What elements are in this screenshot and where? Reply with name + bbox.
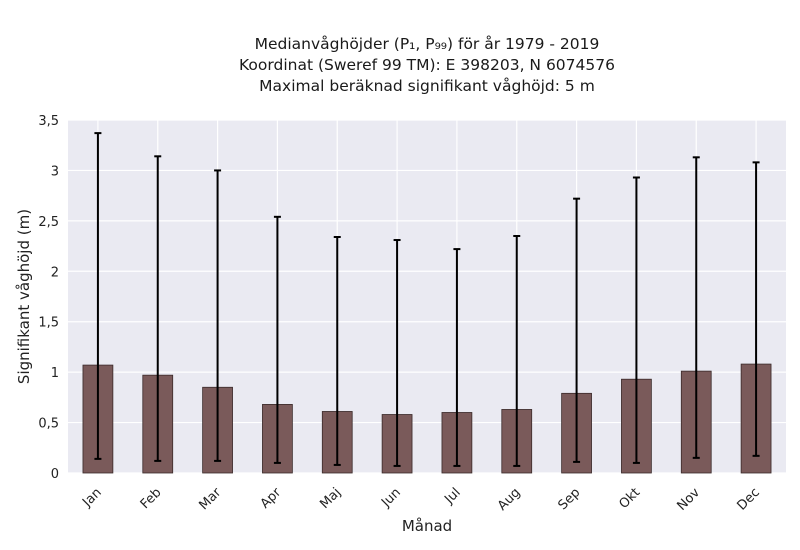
x-tick-label: Sep xyxy=(555,485,583,513)
x-tick-label: Dec xyxy=(735,485,763,513)
x-tick-label: Mar xyxy=(196,485,224,513)
error-bars xyxy=(94,132,760,467)
title-line-2: Koordinat (Sweref 99 TM): E 398203, N 60… xyxy=(239,56,615,74)
y-tick-label: 0 xyxy=(51,467,59,482)
y-tick-label: 3 xyxy=(51,164,59,179)
y-tick-label: 0,5 xyxy=(38,417,59,432)
x-tick-label: Apr xyxy=(258,485,285,512)
x-tick-label: Feb xyxy=(138,485,165,512)
x-tick-label: Aug xyxy=(495,485,524,514)
title-line-3: Maximal beräknad signifikant våghöjd: 5 … xyxy=(259,77,595,95)
title-line-1: Medianvåghöjder (P₁, P₉₉) för år 1979 - … xyxy=(254,35,600,53)
x-axis-label: Månad xyxy=(402,517,452,535)
x-tick-label: Jan xyxy=(79,485,104,510)
y-axis-ticks: 0 0,5 1 1,5 2 2,5 3 3,5 xyxy=(38,114,59,482)
y-tick-label: 1,5 xyxy=(38,316,59,331)
chart-title: Medianvåghöjder (P₁, P₉₉) för år 1979 - … xyxy=(67,34,787,97)
x-tick-label: Nov xyxy=(675,485,704,514)
x-axis-ticks: Jan Feb Mar Apr Maj Jun Jul Aug Sep Okt Nov Dec xyxy=(79,485,763,514)
x-tick-label: Jun xyxy=(378,485,404,511)
y-tick-label: 2,5 xyxy=(38,215,59,230)
plot-area xyxy=(68,120,786,473)
y-tick-label: 1 xyxy=(51,366,59,381)
y-tick-label: 3,5 xyxy=(38,114,59,129)
y-tick-label: 2 xyxy=(51,265,59,280)
x-tick-label: Okt xyxy=(616,485,643,512)
y-axis-label: Signifikant våghöjd (m) xyxy=(15,209,33,384)
x-tick-label: Jul xyxy=(441,485,463,507)
x-tick-label: Maj xyxy=(317,485,344,512)
